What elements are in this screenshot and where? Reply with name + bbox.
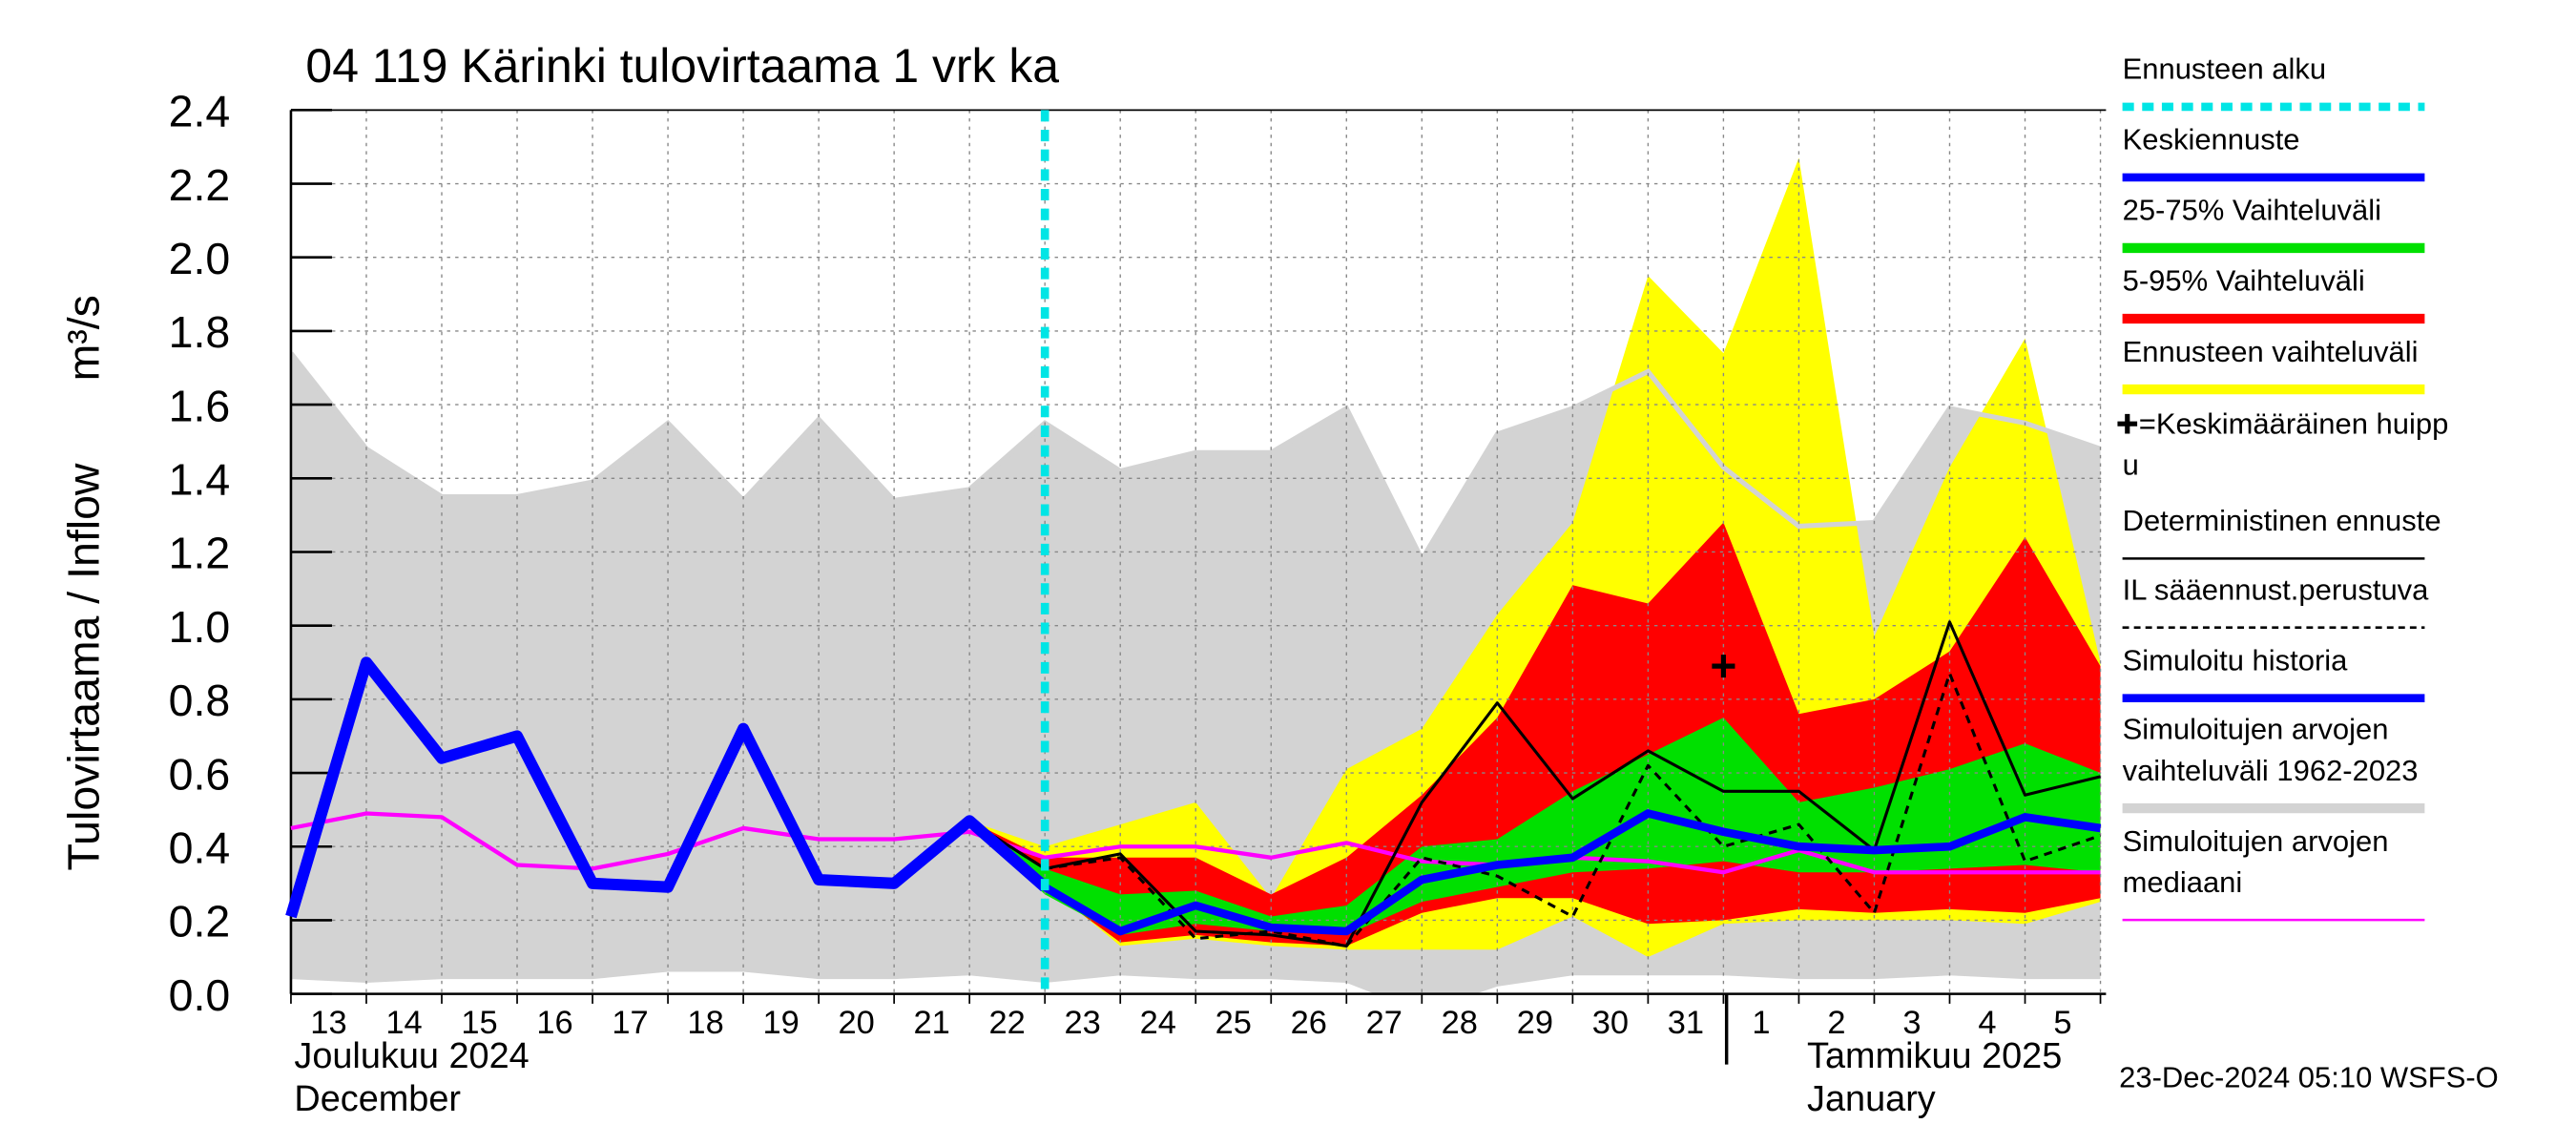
peak-marker-shape xyxy=(1712,655,1735,678)
legend-label: Simuloitujen arvojen xyxy=(2123,824,2389,858)
y-tick-label: 2.2 xyxy=(169,160,231,210)
y-tick-label: 0.0 xyxy=(169,970,231,1020)
legend-label: =Keskimääräinen huipp xyxy=(2139,407,2449,441)
x-tick-label: 30 xyxy=(1592,1005,1629,1041)
chart-title: 04 119 Kärinki tulovirtaama 1 vrk ka xyxy=(305,39,1059,93)
legend-label: mediaani xyxy=(2123,865,2243,899)
legend-label: 25-75% Vaihteluväli xyxy=(2123,194,2381,227)
month-label: January xyxy=(1807,1079,1936,1119)
x-tick-label: 1 xyxy=(1752,1005,1770,1041)
x-tick-label: 20 xyxy=(838,1005,874,1041)
legend-label: Simuloitu historia xyxy=(2123,643,2349,677)
x-tick-label: 26 xyxy=(1291,1005,1327,1041)
legend-label: Ennusteen vaihteluväli xyxy=(2123,335,2419,368)
x-tick-label: 17 xyxy=(612,1005,648,1041)
legend-label: Keskiennuste xyxy=(2123,123,2300,156)
x-tick-label: 28 xyxy=(1442,1005,1478,1041)
legend-label: vaihteluväli 1962-2023 xyxy=(2123,754,2419,787)
x-tick-label: 29 xyxy=(1517,1005,1553,1041)
x-tick-label: 23 xyxy=(1065,1005,1101,1041)
x-tick-label: 5 xyxy=(2053,1005,2071,1041)
legend-label: u xyxy=(2123,448,2139,482)
series-line xyxy=(968,620,2101,947)
y-tick-label: 0.2 xyxy=(169,897,231,947)
y-tick-label: 0.4 xyxy=(169,822,231,872)
month-label: Joulukuu 2024 xyxy=(294,1036,529,1076)
x-tick-label: 31 xyxy=(1668,1005,1704,1041)
y-tick-label: 2.4 xyxy=(169,87,231,136)
y-tick-label: 2.0 xyxy=(169,234,231,283)
x-tick-label: 21 xyxy=(914,1005,950,1041)
legend-label: 5-95% Vaihteluväli xyxy=(2123,264,2365,298)
x-tick-label: 3 xyxy=(1902,1005,1921,1041)
x-tick-label: 19 xyxy=(762,1005,799,1041)
month-label: Tammikuu 2025 xyxy=(1807,1036,2062,1076)
x-tick-label: 14 xyxy=(385,1005,422,1041)
legend-label: Ennusteen alku xyxy=(2123,52,2327,86)
footer: 23-Dec-2024 05:10 WSFS-O xyxy=(2119,1061,2499,1094)
y-tick-label: 1.8 xyxy=(169,307,231,357)
legend: Ennusteen alku Keskiennuste 25-75% Vaihtel… xyxy=(2117,52,2449,922)
month-label: December xyxy=(294,1079,461,1119)
y-axis-label: Tulovirtaama / Inflow xyxy=(59,463,109,870)
legend-swatch xyxy=(2117,413,2138,434)
x-tick-label: 18 xyxy=(687,1005,723,1041)
x-tick-label: 13 xyxy=(310,1005,346,1041)
series-line xyxy=(285,656,1049,919)
series-line xyxy=(966,809,2102,936)
x-tick-label: 27 xyxy=(1366,1005,1402,1041)
y-axis-unit: m³/s xyxy=(59,295,109,381)
y-tick-label: 1.2 xyxy=(169,529,231,578)
legend-label: Simuloitujen arvojen xyxy=(2123,713,2389,746)
x-tick-label: 22 xyxy=(989,1005,1026,1041)
band xyxy=(969,718,2101,935)
y-tick-label: 0.8 xyxy=(169,676,231,725)
y-tick-label: 0.6 xyxy=(169,749,231,799)
y-tick-label: 1.0 xyxy=(169,602,231,652)
x-tick-label: 2 xyxy=(1827,1005,1845,1041)
x-tick-label: 25 xyxy=(1215,1005,1252,1041)
series-line xyxy=(968,672,2102,947)
x-tick-label: 16 xyxy=(536,1005,572,1041)
legend-label: IL sääennust.perustuva xyxy=(2123,572,2430,606)
legend-label: Deterministinen ennuste xyxy=(2123,504,2441,537)
y-tick-label: 1.6 xyxy=(169,381,231,430)
x-tick-label: 24 xyxy=(1140,1005,1176,1041)
x-tick-label: 15 xyxy=(461,1005,497,1041)
y-tick-label: 1.4 xyxy=(169,455,231,505)
peak-marker xyxy=(1712,655,1735,678)
x-tick-label: 4 xyxy=(1978,1005,1996,1041)
